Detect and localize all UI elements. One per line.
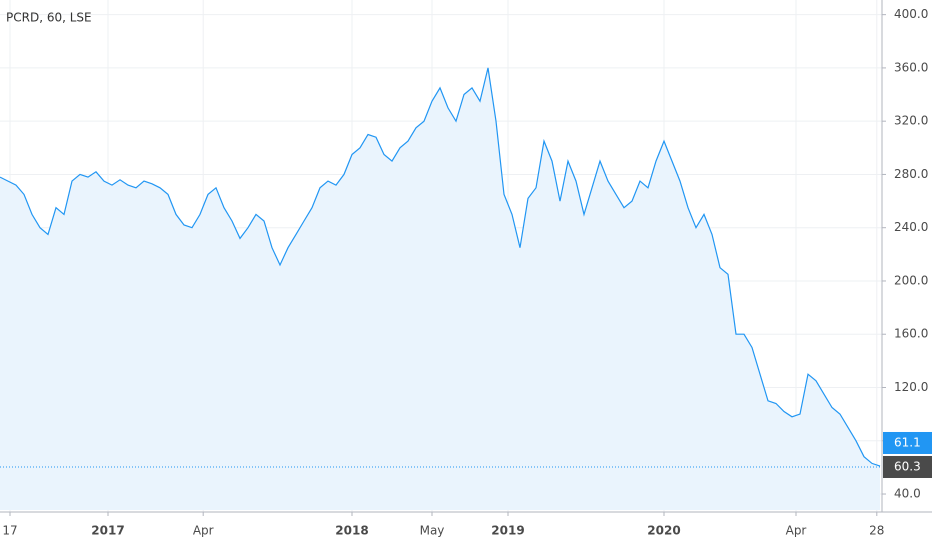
line [0, 67, 881, 467]
x-tick-label: Apr [786, 524, 807, 538]
y-tick-label: 40.0 [894, 487, 921, 501]
y-tick-label: 280.0 [894, 167, 928, 181]
y-tick-label: 400.0 [894, 7, 928, 21]
y-tick-label: 360.0 [894, 60, 928, 74]
y-tick-label: 200.0 [894, 273, 928, 287]
chart-title: PCRD, 60, LSE [6, 11, 92, 25]
y-tick-label: 240.0 [894, 220, 928, 234]
axes: 40.080.0120.0160.0200.0240.0280.0320.036… [2, 7, 932, 538]
y-tick-label: 320.0 [894, 114, 928, 128]
x-tick-label: 2020 [647, 524, 680, 538]
price-label-box [883, 431, 932, 454]
plot [0, 67, 882, 511]
price-label-box [883, 455, 932, 478]
x-tick-label: 2019 [491, 524, 524, 538]
price-label: 61.1 [894, 435, 921, 449]
price-label: 60.3 [894, 459, 921, 473]
x-tick-label: 2017 [91, 524, 124, 538]
y-tick-label: 160.0 [894, 327, 928, 341]
x-tick-label: Apr [193, 524, 214, 538]
area [0, 67, 880, 511]
y-tick-label: 120.0 [894, 380, 928, 394]
x-tick-label: 28 [869, 524, 884, 538]
x-tick-label: 2018 [335, 524, 368, 538]
x-tick-label: May [420, 524, 445, 538]
x-tick-label: 17 [2, 524, 17, 538]
